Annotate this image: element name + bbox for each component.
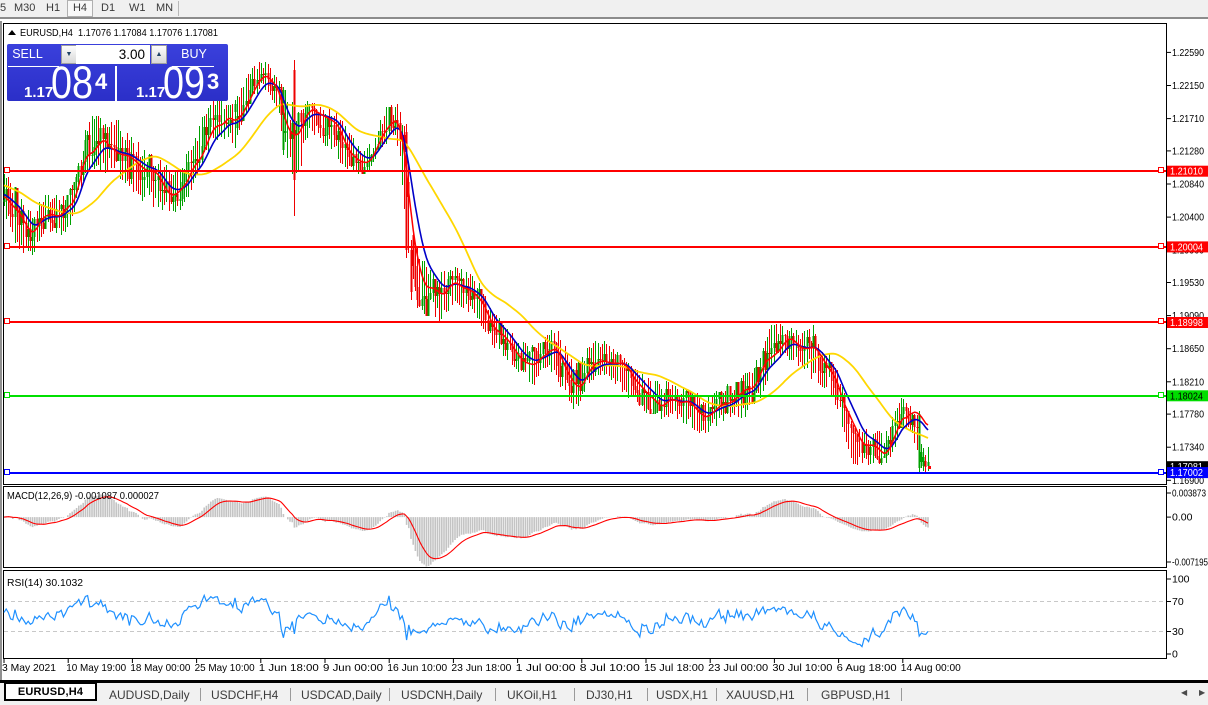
svg-text:EURUSD,H4 1.17076 1.17084 1.1: EURUSD,H4 1.17076 1.17084 1.17076 1.1708… <box>20 28 218 39</box>
svg-text:1.18650: 1.18650 <box>1172 343 1204 355</box>
svg-text:1.22590: 1.22590 <box>1172 47 1204 59</box>
svg-text:14 Aug 00:00: 14 Aug 00:00 <box>901 662 961 674</box>
svg-text:30 Jul 10:00: 30 Jul 10:00 <box>772 662 832 674</box>
svg-text:1.18024: 1.18024 <box>1170 390 1203 402</box>
svg-text:1 Jul 00:00: 1 Jul 00:00 <box>516 662 576 674</box>
svg-text:1.22150: 1.22150 <box>1172 80 1204 92</box>
svg-text:1.21710: 1.21710 <box>1172 113 1204 125</box>
svg-text:1.21010: 1.21010 <box>1170 166 1203 178</box>
svg-text:23 Jul 00:00: 23 Jul 00:00 <box>708 662 768 674</box>
svg-text:0.00: 0.00 <box>1172 512 1193 524</box>
svg-text:1.20004: 1.20004 <box>1170 241 1203 253</box>
svg-text:8 Jul 10:00: 8 Jul 10:00 <box>580 662 640 674</box>
svg-text:16 Jun 10:00: 16 Jun 10:00 <box>387 662 447 674</box>
svg-text:6 Aug 18:00: 6 Aug 18:00 <box>837 662 897 674</box>
svg-text:23 Jun 18:00: 23 Jun 18:00 <box>451 662 511 674</box>
svg-text:1.20840: 1.20840 <box>1172 179 1204 191</box>
svg-text:1.19530: 1.19530 <box>1172 277 1204 289</box>
svg-text:25 May 10:00: 25 May 10:00 <box>195 662 255 674</box>
svg-text:3 May 2021: 3 May 2021 <box>2 662 56 674</box>
svg-text:0.003873: 0.003873 <box>1172 488 1206 500</box>
svg-text:30: 30 <box>1172 626 1184 638</box>
svg-text:70: 70 <box>1172 596 1184 608</box>
svg-text:-0.007195: -0.007195 <box>1172 557 1208 569</box>
svg-text:1.21280: 1.21280 <box>1172 145 1204 157</box>
svg-text:1.17780: 1.17780 <box>1172 409 1204 421</box>
svg-text:1.17002: 1.17002 <box>1170 467 1203 479</box>
svg-text:1.20400: 1.20400 <box>1172 212 1204 224</box>
svg-text:RSI(14) 30.1032: RSI(14) 30.1032 <box>7 578 83 589</box>
svg-text:1.17340: 1.17340 <box>1172 442 1204 454</box>
svg-text:9 Jun 00:00: 9 Jun 00:00 <box>323 662 383 674</box>
svg-text:1.18210: 1.18210 <box>1172 376 1204 388</box>
svg-text:1.18998: 1.18998 <box>1170 317 1203 329</box>
svg-text:10 May 19:00: 10 May 19:00 <box>66 662 126 674</box>
svg-text:100: 100 <box>1172 574 1190 586</box>
svg-text:15 Jul 18:00: 15 Jul 18:00 <box>644 662 704 674</box>
svg-text:1 Jun 18:00: 1 Jun 18:00 <box>259 662 319 674</box>
svg-text:MACD(12,26,9) -0.001087 0.0000: MACD(12,26,9) -0.001087 0.000027 <box>7 491 159 502</box>
svg-text:0: 0 <box>1172 649 1178 661</box>
svg-text:18 May 00:00: 18 May 00:00 <box>130 662 190 674</box>
